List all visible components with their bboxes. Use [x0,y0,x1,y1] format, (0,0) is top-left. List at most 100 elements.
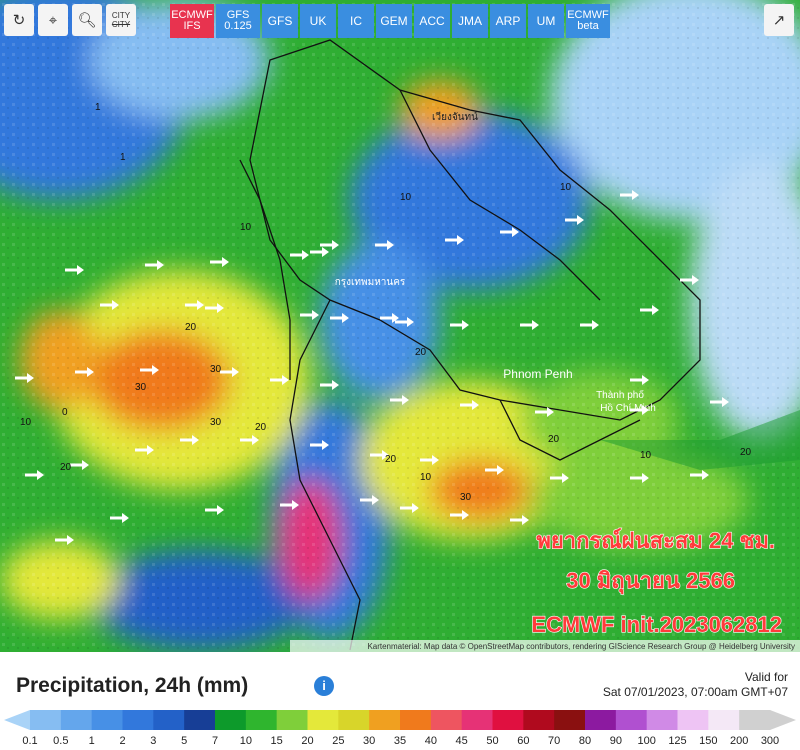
wind-arrow [630,375,649,385]
contour-label: 30 [135,382,147,393]
model-label: GFS [267,13,293,28]
contour-label: 20 [255,422,267,433]
model-button[interactable]: JMA [452,4,488,38]
colorbar-swatch [523,710,555,730]
toolbar: ↻ ⌖ 🔍︎ CITY CITY ECMWF IFS GFS 0.125 GFS UK IC… [0,4,800,40]
wind-arrow [65,265,84,275]
wind-arrow [180,435,199,445]
share-button[interactable]: ↗ [764,4,794,36]
wind-arrow [70,460,89,470]
wind-arrow [510,515,529,525]
texture [0,0,800,652]
valid-time: Valid for Sat 07/01/2023, 07:00am GMT+07 [603,670,788,700]
model-button[interactable]: GEM [376,4,412,38]
valid-value: Sat 07/01/2023, 07:00am GMT+07 [602,685,788,699]
model-label: IFS [183,20,201,32]
model-label: 0.125 [224,20,252,32]
city-label: CITY [111,11,131,20]
refresh-button[interactable]: ↻ [4,4,34,36]
model-button[interactable]: ACC [414,4,450,38]
contour-label: 10 [20,417,32,428]
model-button[interactable]: GFS [262,4,298,38]
colorbar-label: 100 [637,735,655,747]
zoom-button[interactable]: 🔍︎ [72,4,102,36]
wind-arrow [400,503,419,513]
city-label: CITY [111,20,131,29]
wind-arrow [520,320,539,330]
wind-arrow [390,395,409,405]
wind-arrow [375,240,394,250]
attribution: Kartenmaterial: Map data © OpenStreetMap… [367,642,795,651]
valid-label: Valid for [744,670,788,684]
wind-arrow [280,500,299,510]
colorbar-swatch [708,710,740,730]
wind-arrow [550,473,569,483]
colorbar: 0.1 0.5 1 2 3 5 7 10 15 20 25 30 35 40 45 50 60 70 80 90 100… [4,710,796,747]
model-button[interactable]: ECMWF IFS [170,4,214,38]
wind-arrow [320,380,339,390]
overlay-line: 30 มิถุนายน 2566 [566,568,735,595]
wind-arrow [630,405,649,415]
colorbar-label: 60 [517,735,529,747]
contour-label: 20 [385,454,397,465]
wind-arrow [320,240,339,250]
place-label: Thành phố [596,389,644,401]
wind-arrow [580,320,599,330]
colorbar-label: 90 [610,735,622,747]
model-label: ACC [419,13,445,28]
model-label: ECMWF [171,9,213,21]
colorbar-label: 70 [548,735,560,747]
model-button[interactable]: ECMWF beta [566,4,610,38]
borders [239,39,701,651]
model-button[interactable]: ARP [490,4,526,38]
colorbar-label: 40 [425,735,437,747]
colorbar-swatch [276,710,308,730]
model-label: JMA [458,13,482,28]
wind-arrow [145,260,164,270]
colorbar-swatch [91,710,123,730]
colorbar-label: 3 [150,735,156,747]
wind-arrow [110,513,129,523]
model-button[interactable]: GFS 0.125 [216,4,260,38]
colorbar-label: 35 [394,735,406,747]
legend-title: Precipitation, 24h (mm) [16,674,249,697]
wind-arrow [460,400,479,410]
colorbar-swatch [338,710,370,730]
colorbar-swatch [615,710,648,730]
model-label: IC [350,13,362,28]
colorbar-label: 10 [240,735,252,747]
wind-arrow [75,367,94,377]
colorbar-label: 200 [730,735,748,747]
model-label: UM [536,13,556,28]
wind-arrow [380,313,399,323]
contour-labels: 1 1 10 10 10 10 10 20 20 20 30 30 30 30 20 20 20 20 10 0 [20,102,752,503]
wind-arrow [300,310,319,320]
wind-arrow [485,465,504,475]
model-button[interactable]: UM [528,4,564,38]
contour-label: 30 [210,364,222,375]
wind-arrow [15,373,34,383]
city-button[interactable]: CITY CITY [106,4,136,36]
wind-arrow [450,320,469,330]
colorbar-swatch [554,710,586,730]
model-button[interactable]: UK [300,4,336,38]
colorbar-label: 150 [699,735,717,747]
contour-label: 1 [95,102,101,113]
wind-arrow [710,397,729,407]
colorbar-swatch [430,710,463,730]
model-button[interactable]: IC [338,4,374,38]
sea [600,410,800,470]
place-label: เวียงจันทน์ [432,111,478,123]
colorbar-label: 30 [363,735,375,747]
wind-arrow [270,375,289,385]
wind-arrow [310,440,329,450]
place-label: กรุงเทพมหานคร [335,277,406,288]
contour-label: 0 [62,407,68,418]
colorbar-swatch [400,710,432,730]
contour-label: 20 [60,462,72,473]
colorbar-swatch [739,710,771,730]
info-button[interactable]: i [314,676,334,696]
colorbar-swatch [646,710,678,730]
location-button[interactable]: ⌖ [38,4,68,36]
